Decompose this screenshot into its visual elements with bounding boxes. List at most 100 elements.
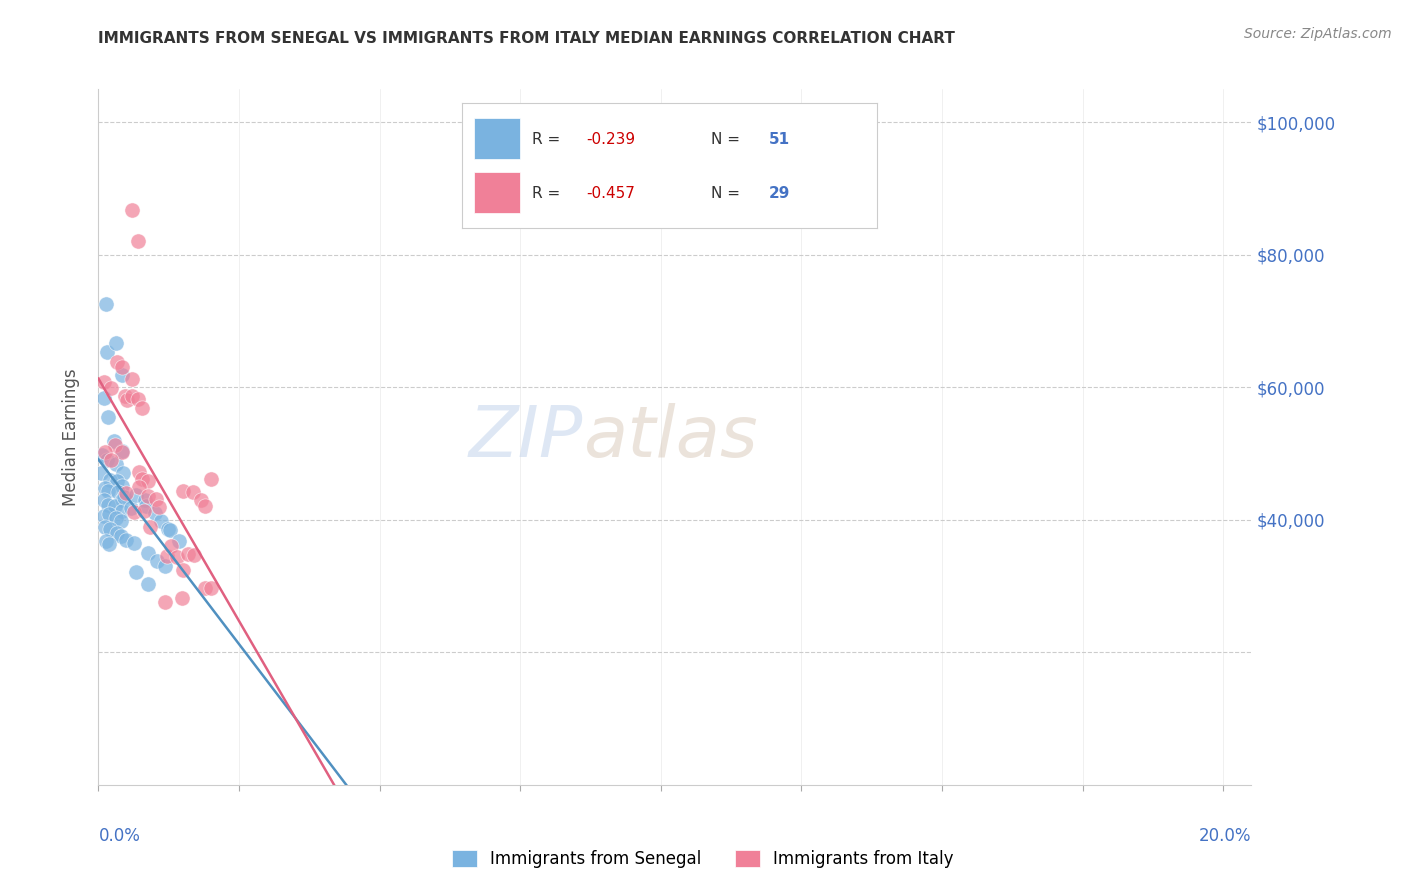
Point [98,507,121,521]
Point [97,498,120,512]
Point [134,492,156,507]
Point [90,466,112,480]
Point [96,452,118,467]
Point [94,481,117,495]
Text: 0.0%: 0.0% [98,827,141,845]
Point [149,514,172,528]
Point [97,410,120,425]
Point [100,381,122,395]
Point [156,549,179,563]
Text: IMMIGRANTS FROM SENEGAL VS IMMIGRANTS FROM ITALY MEDIAN EARNINGS CORRELATION CHA: IMMIGRANTS FROM SENEGAL VS IMMIGRANTS FR… [98,31,955,46]
Point [131,401,153,415]
Point [110,529,132,543]
Point [111,444,134,458]
Point [128,466,150,480]
Point [190,492,212,507]
Point [114,533,136,547]
Point [104,511,127,525]
Point [183,548,205,562]
Legend: Immigrants from Senegal, Immigrants from Italy: Immigrants from Senegal, Immigrants from… [446,843,960,875]
Text: 20.0%: 20.0% [1199,827,1251,845]
Point [91,448,114,462]
Point [200,472,222,486]
Point [181,485,204,500]
Point [136,490,159,504]
Point [94,520,117,534]
Point [136,474,159,488]
Point [103,438,125,452]
Point [166,549,188,564]
Point [98,473,121,487]
Text: ZIP: ZIP [468,402,582,472]
Point [111,504,134,518]
Point [96,534,118,549]
Point [107,484,129,499]
Point [136,546,159,560]
Point [176,547,198,561]
Point [121,202,143,217]
Point [105,474,128,488]
Y-axis label: Median Earnings: Median Earnings [62,368,80,506]
Point [98,522,121,536]
Point [128,480,150,494]
Point [200,581,222,595]
Point [153,559,176,574]
Point [172,563,194,577]
Point [131,472,153,486]
Point [145,507,167,521]
Point [97,484,120,499]
Point [96,345,118,359]
Point [172,591,194,606]
Point [156,523,179,537]
Point [111,444,134,458]
Point [111,359,134,374]
Point [105,526,128,541]
Point [105,355,128,369]
Point [114,486,136,500]
Point [115,392,138,407]
Point [160,539,183,553]
Text: Source: ZipAtlas.com: Source: ZipAtlas.com [1244,27,1392,41]
Point [103,434,125,448]
Point [127,392,149,406]
Point [114,389,136,403]
Point [93,391,115,405]
Point [146,554,169,568]
Point [148,500,170,514]
Point [138,577,160,591]
Point [159,523,181,537]
Point [122,536,145,550]
Point [124,488,146,502]
Point [93,493,115,508]
Point [122,506,145,520]
Point [139,520,162,534]
Point [111,492,134,507]
Point [112,490,135,504]
Point [97,537,120,551]
Point [103,499,125,513]
Point [194,499,217,513]
Point [132,504,155,518]
Point [94,444,117,458]
Point [110,479,132,493]
Point [111,368,134,382]
Point [167,533,190,548]
Point [93,509,115,524]
Point [135,500,157,514]
Point [112,467,135,481]
Point [100,452,122,467]
Point [194,581,217,595]
Point [145,491,167,506]
Text: atlas: atlas [582,402,758,472]
Point [105,457,128,471]
Point [121,371,143,385]
Point [94,297,117,311]
Point [127,234,149,248]
Point [125,566,148,580]
Point [153,595,176,609]
Point [93,375,115,389]
Point [121,389,143,403]
Point [110,514,132,528]
Point [120,500,142,515]
Point [172,483,194,498]
